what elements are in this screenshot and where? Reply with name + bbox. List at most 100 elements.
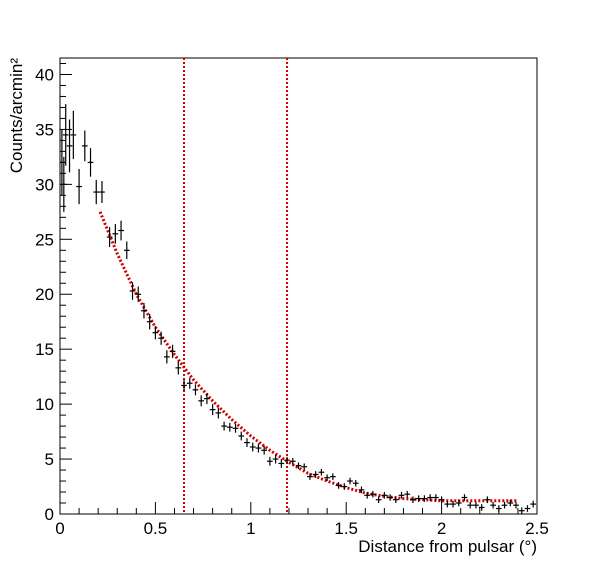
- data-point: [347, 477, 353, 485]
- x-tick-label: 0: [55, 519, 64, 538]
- data-point: [186, 377, 193, 389]
- fit-curve-layer: [98, 211, 518, 503]
- x-tick-label: 1: [246, 519, 255, 538]
- data-point: [392, 496, 399, 504]
- data-point: [381, 492, 388, 499]
- data-point: [135, 286, 142, 302]
- data-point: [192, 384, 199, 396]
- data-point: [272, 454, 279, 464]
- data-point: [513, 501, 519, 509]
- data-point: [158, 331, 164, 345]
- data-point: [93, 179, 100, 205]
- data-point: [530, 500, 537, 508]
- y-tick-label: 25: [35, 230, 54, 249]
- data-point: [118, 220, 124, 241]
- data-point: [70, 110, 77, 160]
- data-point: [324, 474, 330, 482]
- data-point: [335, 482, 342, 489]
- data-point: [387, 494, 393, 501]
- data-point: [410, 496, 416, 504]
- vertical-markers: [183, 58, 289, 514]
- data-point: [312, 471, 319, 478]
- data-point: [141, 303, 147, 319]
- data-point: [484, 496, 491, 504]
- x-tick-label: 1.5: [334, 519, 358, 538]
- data-point: [341, 483, 348, 490]
- data-point: [473, 501, 479, 509]
- y-axis: 0 5 10 15 20 25 30 35 40: [35, 62, 72, 524]
- data-point: [455, 499, 462, 507]
- y-tick-label: 0: [45, 505, 54, 524]
- data-point: [501, 501, 508, 509]
- data-point: [112, 223, 119, 244]
- data-point: [146, 314, 153, 330]
- data-point: [232, 423, 239, 433]
- y-tick-label: 30: [35, 175, 54, 194]
- data-point: [438, 496, 445, 504]
- data-point: [478, 504, 485, 511]
- data-point: [398, 492, 405, 499]
- y-tick-label: 10: [35, 395, 54, 414]
- data-point: [106, 227, 113, 247]
- data-point: [255, 443, 262, 453]
- data-point: [461, 494, 468, 501]
- data-point: [433, 494, 439, 501]
- data-point: [358, 486, 365, 494]
- data-point: [318, 468, 325, 476]
- x-axis: 0 0.5 1 1.5 2 2.5: [55, 502, 549, 538]
- data-point: [249, 442, 256, 452]
- data-point: [163, 350, 170, 364]
- data-point: [66, 119, 73, 173]
- data-point: [123, 241, 130, 260]
- data-point: [181, 379, 187, 391]
- data-point: [467, 501, 474, 509]
- data-point: [209, 404, 216, 416]
- y-tick-label: 20: [35, 285, 54, 304]
- x-tick-label: 2.5: [525, 519, 549, 538]
- data-point: [99, 181, 105, 204]
- data-point: [204, 393, 210, 405]
- data-point: [226, 422, 233, 432]
- data-point: [87, 148, 94, 177]
- data-point: [450, 500, 456, 508]
- data-point: [295, 462, 302, 469]
- data-point: [307, 473, 313, 480]
- data-point: [289, 457, 296, 465]
- data-points-layer: [60, 104, 537, 514]
- data-point: [62, 104, 69, 166]
- x-axis-title: Distance from pulsar (°): [358, 537, 537, 556]
- fit-curve: [98, 211, 518, 503]
- data-point: [215, 407, 222, 419]
- data-point: [352, 479, 359, 487]
- data-point: [76, 168, 82, 205]
- data-point: [129, 282, 136, 300]
- data-point: [261, 445, 268, 455]
- data-point: [198, 395, 205, 407]
- data-point: [444, 500, 451, 508]
- data-point: [152, 326, 159, 340]
- data-point: [238, 431, 245, 441]
- y-tick-label: 15: [35, 340, 54, 359]
- data-point: [524, 505, 531, 512]
- data-point: [375, 496, 382, 504]
- y-tick-label: 40: [35, 65, 54, 84]
- x-tick-label: 2: [437, 519, 446, 538]
- data-point: [81, 130, 88, 162]
- data-point: [490, 501, 496, 509]
- data-point: [364, 492, 371, 499]
- y-tick-label: 35: [35, 120, 54, 139]
- data-point: [421, 495, 428, 502]
- data-point: [427, 494, 434, 501]
- data-point: [284, 456, 290, 464]
- y-axis-title: Counts/arcmin²: [7, 58, 26, 174]
- data-point: [244, 438, 250, 447]
- data-point: [278, 459, 285, 468]
- data-point: [370, 490, 376, 498]
- data-point: [404, 490, 411, 498]
- data-point: [301, 463, 308, 471]
- data-point: [329, 473, 336, 480]
- data-point: [175, 361, 182, 375]
- x-tick-label: 0.5: [144, 519, 168, 538]
- data-point: [507, 499, 514, 507]
